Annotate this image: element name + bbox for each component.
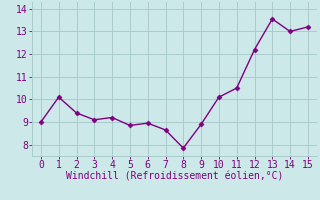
X-axis label: Windchill (Refroidissement éolien,°C): Windchill (Refroidissement éolien,°C)	[66, 172, 283, 182]
